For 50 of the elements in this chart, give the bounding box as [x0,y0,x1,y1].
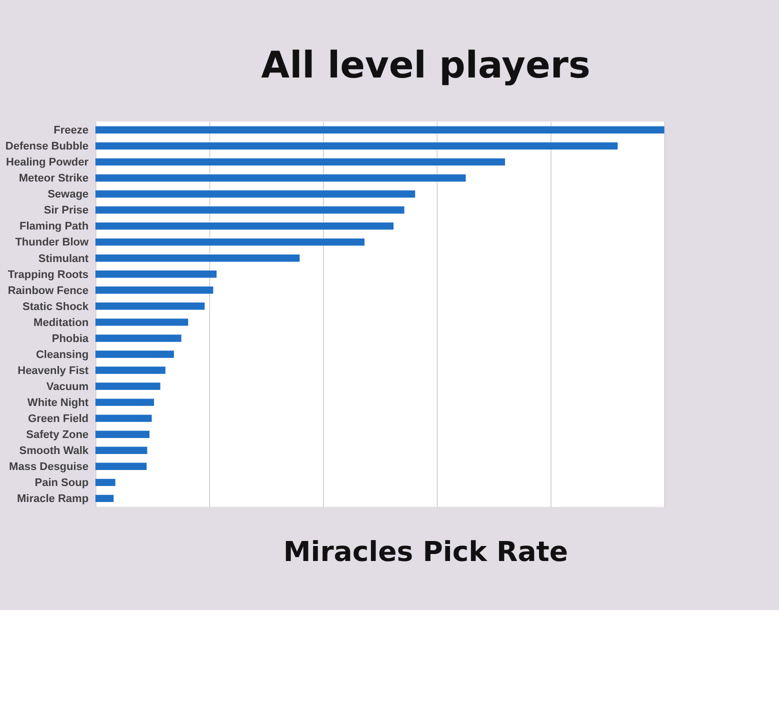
bar [95,142,618,150]
y-tick-label: Healing Powder [6,156,90,169]
y-tick-label: Heavenly Fist [18,364,89,377]
bar [95,462,147,470]
bar [95,318,188,326]
y-tick-label: Flaming Path [19,220,89,233]
y-tick-label: Sewage [48,188,89,201]
bar [95,254,300,262]
y-tick-label: Smooth Walk [19,445,90,458]
y-tick-label: Phobia [52,332,90,345]
text: Miracles Pick Rate [283,536,568,568]
bar [95,334,182,342]
bar [95,286,214,294]
bar [95,126,664,134]
y-tick-label: Trapping Roots [8,268,89,281]
bar [95,382,160,390]
y-tick-label: Cleansing [36,348,89,361]
y-tick-label: Sir Prise [44,204,89,217]
y-tick-label: Defense Bubble [5,140,89,153]
y-tick-label: Vacuum [46,380,89,393]
bar [95,350,174,358]
y-tick-label: Thunder Blow [15,236,89,249]
bar [95,190,416,198]
y-tick-label: White Night [27,396,89,409]
bar [95,222,394,230]
bar [95,478,116,486]
bar [95,494,114,502]
y-tick-label: Mass Desguise [9,461,89,474]
bar [95,302,205,310]
bar [95,398,154,406]
y-tick-label: Meteor Strike [18,172,89,185]
bar [95,174,466,182]
bar [95,158,506,166]
bar [95,206,404,214]
y-tick-label: Meditation [34,316,89,329]
y-tick-label: Safety Zone [26,429,89,442]
bar [95,414,152,422]
bar [95,366,166,374]
y-tick-label: Rainbow Fence [8,284,89,297]
bar [95,238,365,246]
y-tick-label: Green Field [28,413,89,425]
bar [95,446,148,454]
y-tick-label: Stimulant [38,252,89,265]
bar [95,270,217,278]
y-tick-label: Static Shock [22,300,90,313]
bar [95,430,150,438]
chart-title: All level players [261,43,590,86]
y-tick-label: Freeze [54,124,89,137]
y-tick-label: Miracle Ramp [17,493,89,506]
y-tick-label: Pain Soup [34,477,89,490]
